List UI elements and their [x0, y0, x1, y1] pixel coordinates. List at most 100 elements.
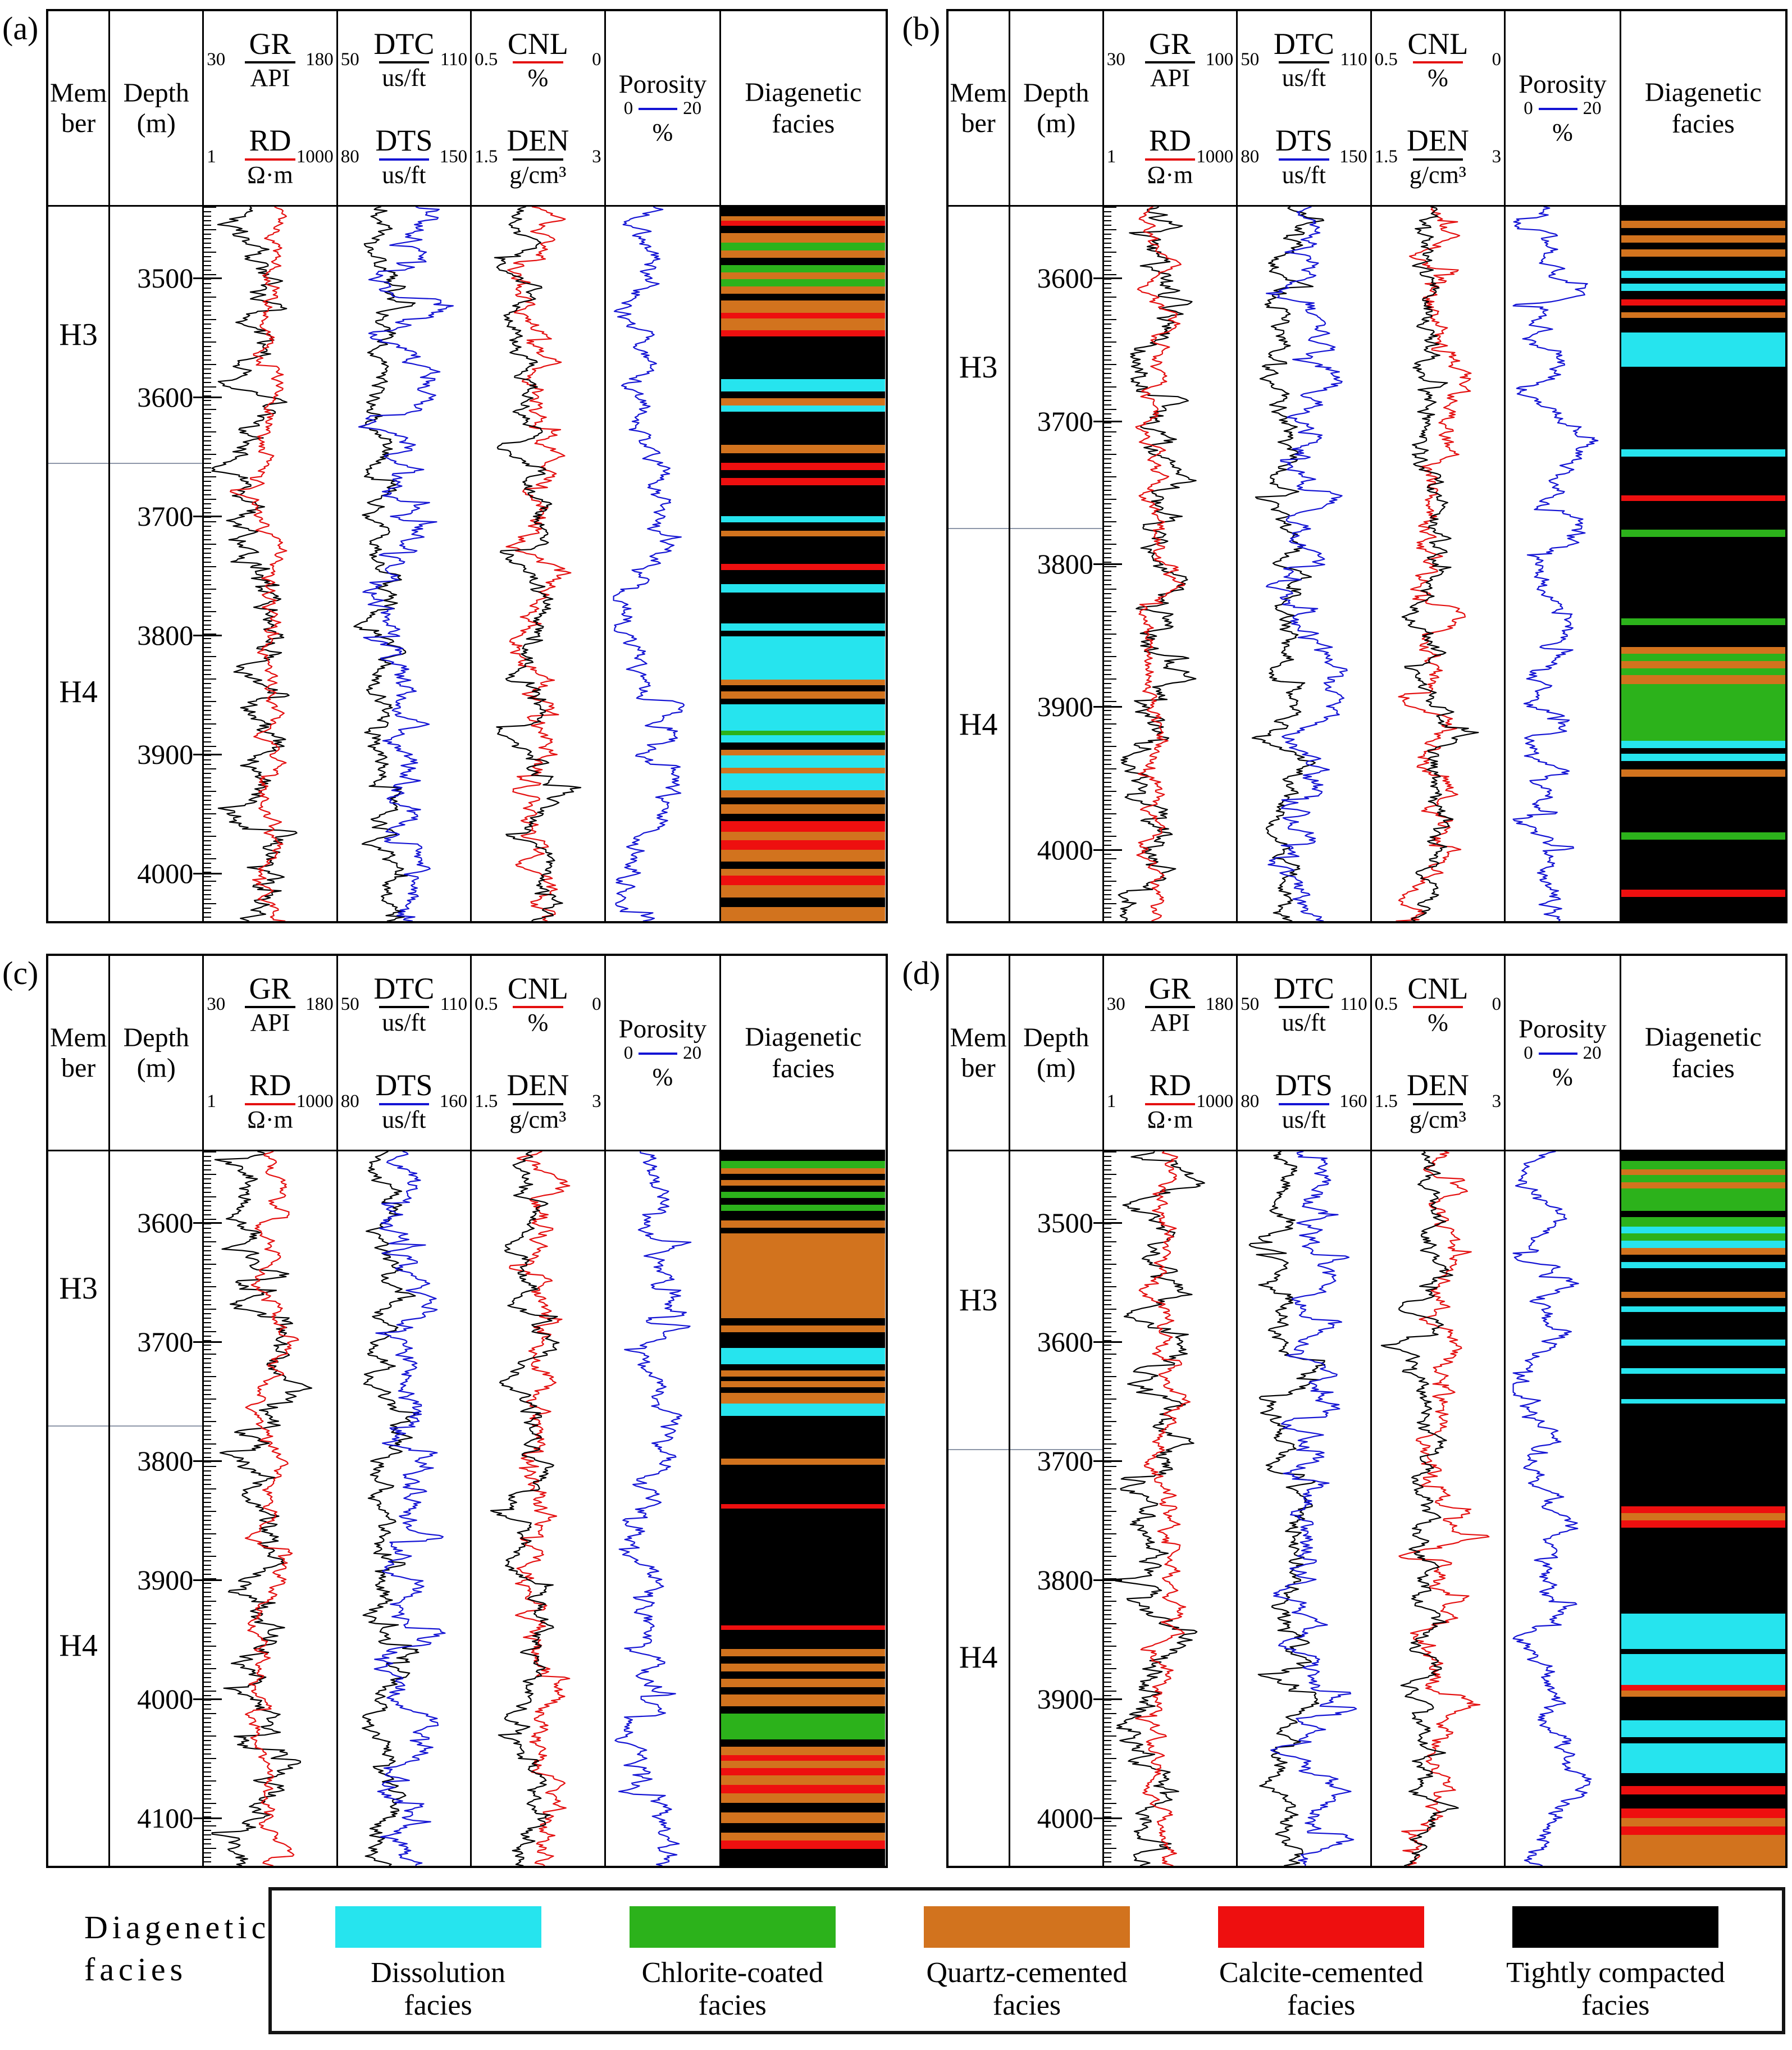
facies-interval-compacted: [721, 814, 886, 821]
facies-swatch: [1512, 1906, 1719, 1948]
facies-interval-quartz: [721, 849, 886, 862]
curve-gr: [211, 1151, 313, 1866]
curve-porosity: [1512, 1151, 1592, 1866]
ruler-major-tick: [1104, 1579, 1122, 1582]
ruler-major-tick: [204, 1341, 222, 1343]
depth-tick: [193, 397, 203, 399]
depth-tick-label: 3700: [1037, 405, 1093, 437]
facies-interval-quartz: [721, 1179, 886, 1186]
member-header: Mem ber: [48, 11, 111, 207]
facies-interval-compacted: [1621, 777, 1785, 833]
facies-interval-compacted: [721, 470, 886, 479]
member-boundary-line: [1010, 1449, 1102, 1450]
facies-interval-quartz: [721, 679, 886, 686]
log-curves: [1380, 1151, 1490, 1866]
facies-interval-compacted: [721, 1186, 886, 1192]
facies-interval-quartz: [721, 530, 886, 537]
track-cnl-den: [472, 1151, 606, 1866]
curve-rd: [245, 1151, 299, 1866]
member-boundary-line: [948, 528, 1009, 530]
depth-ruler: [1104, 1151, 1116, 1866]
depth-tick-label: 3800: [137, 1445, 194, 1477]
curve-den: [494, 207, 582, 921]
ruler-major-tick: [204, 516, 222, 518]
legend-item: Tightly compacted facies: [1469, 1906, 1763, 2022]
depth-tick-label: 3800: [137, 619, 194, 652]
depth-tick: [193, 1817, 203, 1820]
scale-porosity: Porosity 0 20 %: [618, 1014, 707, 1091]
facies-interval-calcite: [1621, 1520, 1785, 1528]
member-label: H4: [59, 1628, 98, 1663]
dtc-scale-line: [379, 1006, 430, 1008]
depth-tick-label: 3900: [1037, 691, 1093, 723]
facies-interval-quartz: [721, 1761, 886, 1769]
legend-box: Dissolution facies Chlorite-coated facie…: [268, 1887, 1785, 2035]
facies-header: Diagenetic facies: [1621, 11, 1785, 207]
depth-tick-label: 3800: [1037, 1564, 1093, 1596]
curve-rd: [1134, 1151, 1191, 1866]
ruler-major-tick: [204, 1460, 222, 1463]
depth-tick-label: 3700: [1037, 1445, 1093, 1477]
facies-interval-quartz: [721, 1832, 886, 1841]
facies-header: Diagenetic facies: [1621, 956, 1785, 1151]
member-header: Mem ber: [48, 956, 111, 1151]
depth-tick-label: 4000: [137, 1683, 194, 1715]
rd-scale-line: [245, 1103, 295, 1105]
panel-label: (a): [2, 10, 39, 47]
log-table: Mem ber Depth (m) 30 180 GR API 1 1000 R: [946, 954, 1788, 1868]
scale-dts: 80 150 DTS us/ft: [1241, 124, 1367, 189]
gr-scale-line: [245, 61, 295, 63]
facies-interval-compacted: [721, 630, 886, 637]
facies-interval-dissolution: [1621, 271, 1785, 279]
member-label: H4: [959, 707, 998, 742]
facies-interval-quartz: [721, 1325, 886, 1333]
track-header-gr-rd: 30 180 GR API 1 1000 RD Ω·m: [1104, 956, 1238, 1151]
depth-tick-label: 3500: [137, 262, 194, 294]
facies-interval-dissolution: [1621, 1653, 1785, 1685]
ruler-major-tick: [1104, 1222, 1122, 1224]
facies-interval-quartz: [721, 1679, 886, 1687]
facies-interval-calcite: [1621, 1785, 1785, 1794]
track-dtc-dts: [1238, 1151, 1372, 1866]
legend: Diagenetic facies Dissolution facies Chl…: [0, 1887, 1785, 2035]
curve-dts: [358, 207, 454, 921]
facies-interval-compacted: [721, 293, 886, 301]
facies-interval-compacted: [1621, 1345, 1785, 1368]
track-header-cnl-den: 0.5 0 CNL % 1.5 3 DEN g/cm³: [1371, 956, 1506, 1151]
facies-interval-compacted: [1621, 1374, 1785, 1399]
facies-interval-compacted: [721, 1174, 886, 1180]
facies-interval-compacted: [1621, 839, 1785, 890]
gr-scale-line: [1144, 61, 1196, 63]
track-header-cnl-den: 0.5 0 CNL % 1.5 3 DEN g/cm³: [472, 956, 606, 1151]
facies-interval-compacted: [1621, 1297, 1785, 1306]
facies-interval-compacted: [1621, 366, 1785, 450]
dtc-scale-line: [1279, 61, 1329, 63]
facies-interval-quartz: [1621, 660, 1785, 668]
log-curves: [1251, 207, 1348, 921]
facies-interval-calcite: [721, 462, 886, 470]
facies-interval-compacted: [1621, 207, 1785, 221]
scale-den: 1.5 3 DEN g/cm³: [475, 1068, 601, 1133]
facies-interval-compacted: [721, 225, 886, 233]
member-label: H3: [59, 317, 98, 352]
facies-interval-compacted: [721, 1464, 886, 1504]
depth-tick: [1093, 849, 1102, 851]
member-label: H4: [959, 1640, 998, 1675]
porosity-header: Porosity 0 20 %: [605, 11, 722, 207]
ruler-major-tick: [204, 754, 222, 756]
facies-interval-compacted: [1621, 1773, 1785, 1786]
depth-tick-label: 3800: [1037, 548, 1093, 580]
ruler-major-tick: [1104, 1341, 1122, 1343]
facies-interval-quartz: [721, 1381, 886, 1387]
facies-interval-dissolution: [1621, 1368, 1785, 1374]
facies-interval-quartz: [721, 272, 886, 280]
facies-interval-quartz: [1621, 221, 1785, 229]
member-column: H3 H4: [48, 1151, 111, 1866]
curve-rd: [230, 207, 288, 921]
depth-tick-label: 4000: [137, 858, 194, 890]
depth-tick: [1093, 420, 1102, 422]
facies-interval-compacted: [721, 1211, 886, 1220]
cnl-scale-line: [513, 61, 563, 63]
facies-interval-compacted: [721, 1318, 886, 1325]
depth-tick-label: 4000: [1037, 833, 1093, 865]
